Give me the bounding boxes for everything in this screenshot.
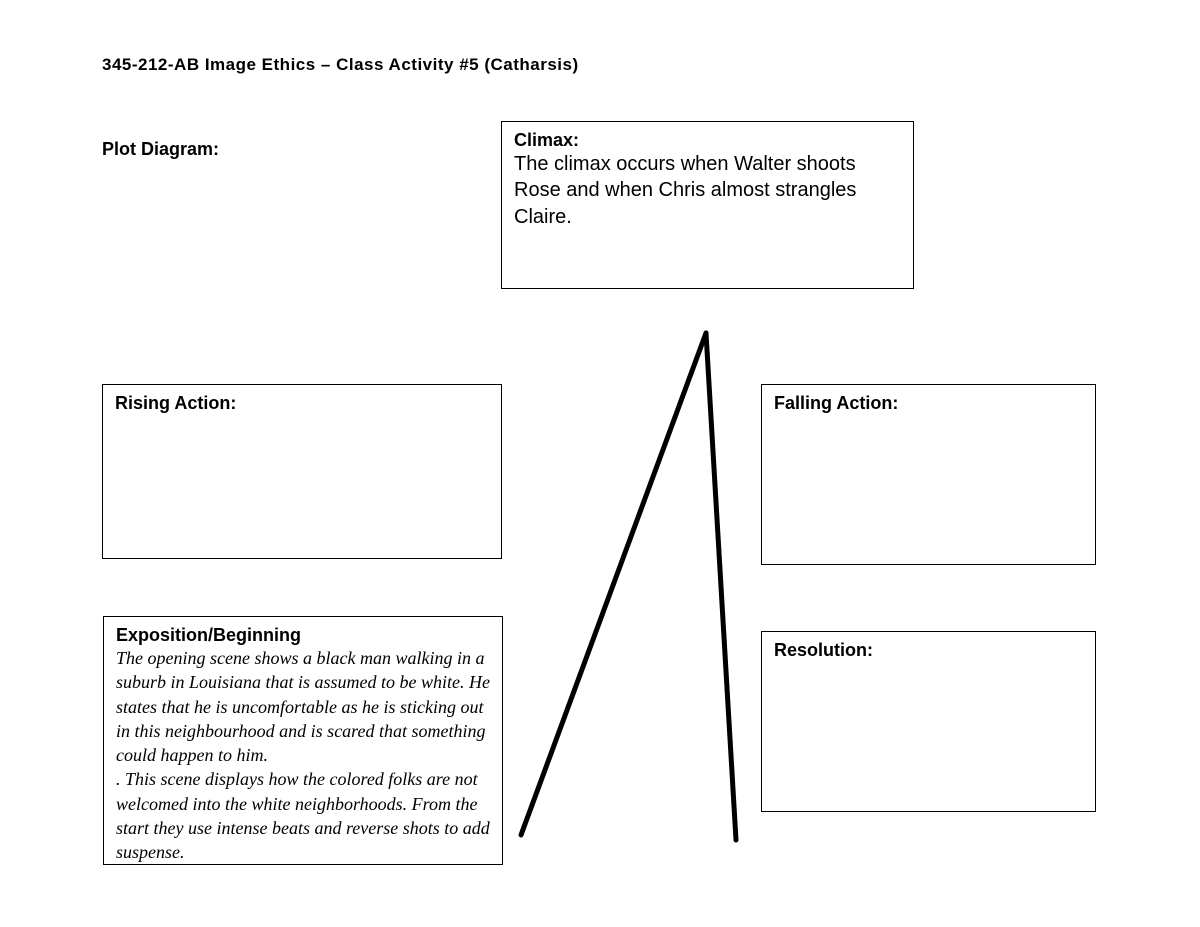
resolution-box: Resolution:	[761, 631, 1096, 812]
plot-diagram-title: Plot Diagram:	[102, 139, 219, 160]
climax-body: The climax occurs when Walter shoots Ros…	[514, 151, 901, 230]
exposition-body: The opening scene shows a black man walk…	[116, 646, 490, 865]
climax-box: Climax: The climax occurs when Walter sh…	[501, 121, 914, 289]
rising-action-label: Rising Action:	[115, 393, 489, 414]
falling-action-box: Falling Action:	[761, 384, 1096, 565]
falling-action-label: Falling Action:	[774, 393, 1083, 414]
page: 345-212-AB Image Ethics – Class Activity…	[0, 0, 1200, 927]
exposition-box: Exposition/Beginning The opening scene s…	[103, 616, 503, 865]
climax-label: Climax:	[514, 130, 901, 151]
resolution-label: Resolution:	[774, 640, 1083, 661]
rising-action-box: Rising Action:	[102, 384, 502, 559]
document-header: 345-212-AB Image Ethics – Class Activity…	[102, 55, 579, 75]
exposition-label: Exposition/Beginning	[116, 625, 490, 646]
